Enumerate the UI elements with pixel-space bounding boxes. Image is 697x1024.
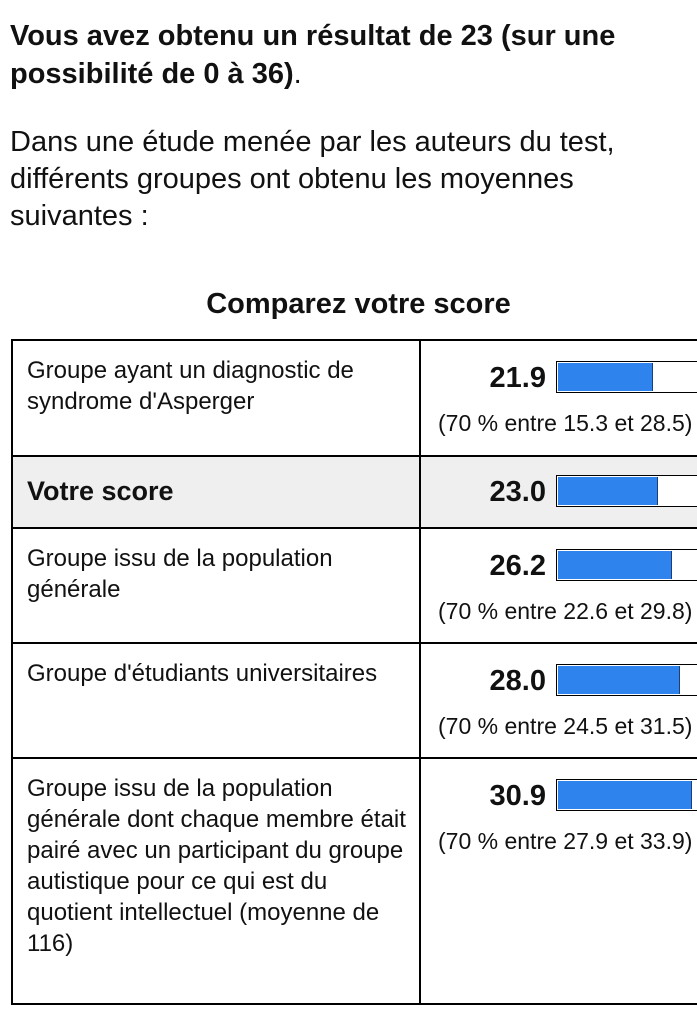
result-period: . — [293, 58, 302, 90]
score-cell: 21.9 (70 % entre 15.3 et 28.5) — [419, 339, 697, 457]
score-cell: 30.9 (70 % entre 27.9 et 33.9) — [419, 757, 697, 1005]
comparison-table: Groupe ayant un diagnostic de syndrome d… — [11, 339, 697, 1005]
table-row: Groupe ayant un diagnostic de syndrome d… — [11, 339, 697, 457]
score-bar — [556, 549, 697, 581]
score-range: (70 % entre 15.3 et 28.5) — [438, 410, 693, 436]
score-range: (70 % entre 27.9 et 33.9) — [438, 828, 693, 854]
score-value: 28.0 — [489, 665, 546, 697]
study-intro: Dans une étude menée par les auteurs du … — [10, 126, 615, 232]
score-cell: 28.0 (70 % entre 24.5 et 31.5) — [419, 642, 697, 759]
group-label: Groupe issu de la population générale do… — [11, 757, 421, 1005]
group-label: Groupe ayant un diagnostic de syndrome d… — [11, 339, 421, 457]
table-row: Groupe issu de la population générale 26… — [11, 527, 697, 644]
comparison-title: Comparez votre score — [206, 288, 511, 320]
group-label: Groupe d'étudiants universitaires — [11, 642, 421, 759]
result-statement: Vous avez obtenu un résultat de 23 (sur … — [10, 17, 690, 93]
score-value: 23.0 — [489, 476, 546, 508]
score-bar-fill — [558, 781, 692, 809]
group-label: Groupe issu de la population générale — [11, 527, 421, 644]
group-label: Votre score — [11, 455, 421, 529]
score-bar — [556, 361, 697, 393]
score-range: (70 % entre 22.6 et 29.8) — [438, 598, 693, 624]
score-value: 30.9 — [489, 780, 546, 812]
score-value: 21.9 — [489, 362, 546, 394]
score-cell: 26.2 (70 % entre 22.6 et 29.8) — [419, 527, 697, 644]
score-bar-fill — [558, 363, 653, 391]
score-bar-fill — [558, 477, 658, 505]
score-cell: 23.0 — [419, 455, 697, 529]
table-row: Groupe d'étudiants universitaires 28.0 (… — [11, 642, 697, 759]
score-value: 26.2 — [489, 550, 546, 582]
table-row: Votre score 23.0 — [11, 455, 697, 529]
score-bar — [556, 664, 697, 696]
result-text: Vous avez obtenu un résultat de 23 (sur … — [10, 20, 616, 90]
table-row: Groupe issu de la population générale do… — [11, 757, 697, 1005]
score-bar — [556, 779, 697, 811]
score-bar-fill — [558, 666, 680, 694]
score-range: (70 % entre 24.5 et 31.5) — [438, 713, 693, 739]
score-bar-fill — [558, 551, 672, 579]
score-bar — [556, 475, 697, 507]
